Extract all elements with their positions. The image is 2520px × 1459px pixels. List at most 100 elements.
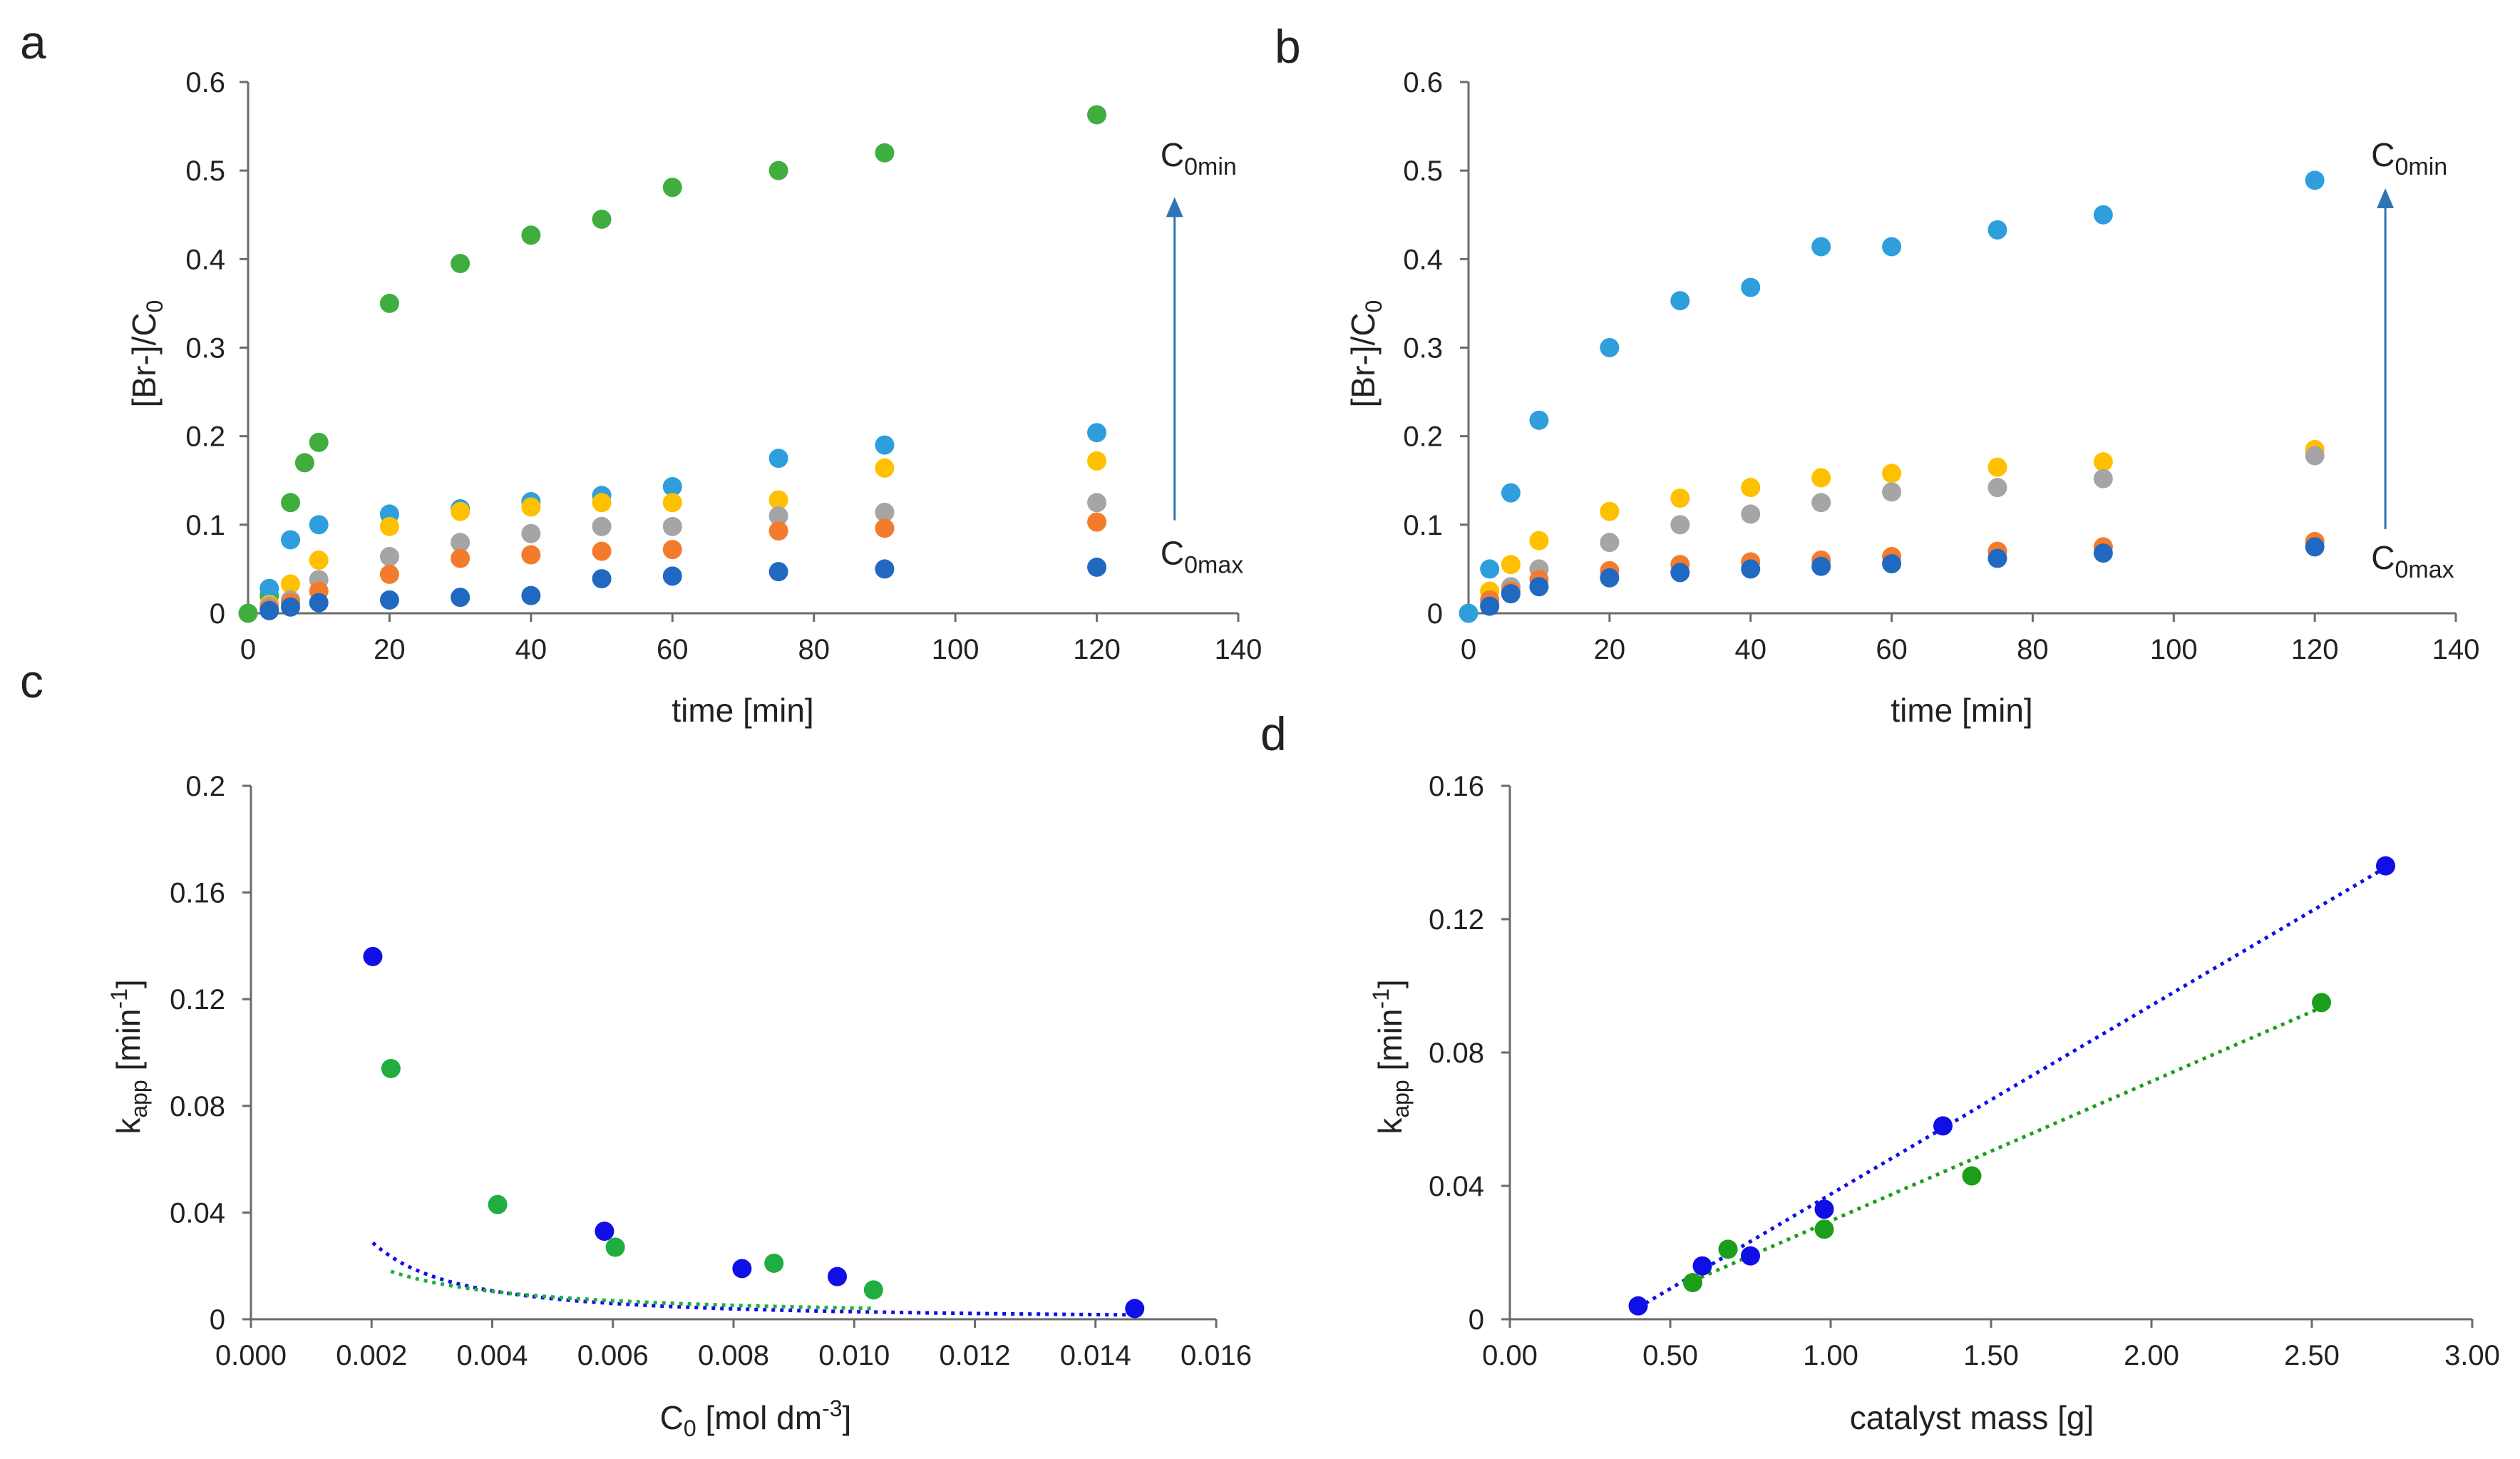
point-light-blue-a xyxy=(768,449,788,469)
point-gray-b xyxy=(1670,515,1690,535)
trendline-blue-d xyxy=(1637,866,2387,1309)
point-green-a xyxy=(662,178,682,198)
point-light-blue-a xyxy=(259,578,279,598)
point-dark-blue-b xyxy=(2093,543,2113,563)
y-tick-label-a: 0.3 xyxy=(185,333,225,364)
point-dark-blue-b xyxy=(1670,563,1690,583)
x-tick-label-a: 40 xyxy=(515,634,547,665)
point-blue-d xyxy=(1933,1116,1953,1136)
x-tick-label-b: 20 xyxy=(1594,634,1626,665)
point-green-d xyxy=(1962,1166,1982,1186)
chart-panel-b: 0 20 40 60 80 100 120 140 0 0.1 0.2 0.3 0.4 0.5 0.6 ti… xyxy=(1344,67,2479,729)
point-gray-a xyxy=(768,506,788,526)
point-dark-blue-b xyxy=(1529,577,1549,597)
data-points-d xyxy=(1628,856,2395,1316)
point-green-c xyxy=(488,1194,508,1214)
point-blue-c xyxy=(828,1266,848,1286)
point-yellow-b xyxy=(1882,464,1902,483)
point-green-a xyxy=(238,603,258,623)
y-tick-label-d: 0.08 xyxy=(1429,1038,1484,1069)
point-green-d xyxy=(1814,1219,1834,1239)
x-axis-title-a: time [min] xyxy=(672,692,813,729)
data-points-a xyxy=(238,105,1107,623)
point-green-a xyxy=(592,209,612,229)
point-orange-a xyxy=(592,541,612,561)
y-tick-label-c: 0.12 xyxy=(170,984,225,1015)
x-tick-label-c: 0.002 xyxy=(336,1340,407,1371)
tick-labels-b: 0 20 40 60 80 100 120 140 0 0.1 0.2 0.3 0.4 0.5 0.6 xyxy=(1403,67,2479,665)
point-green-c xyxy=(863,1280,883,1300)
point-yellow-a xyxy=(281,574,301,594)
y-tick-label-d: 0.12 xyxy=(1429,904,1484,936)
tick-labels-a: 0 20 40 60 80 100 120 140 0 0.1 0.2 0.3 0.4 0.5 0.6 xyxy=(185,67,1262,665)
point-dark-blue-b xyxy=(1987,548,2007,568)
y-tick-label-b: 0.3 xyxy=(1403,333,1443,364)
y-tick-label-b: 0.1 xyxy=(1403,510,1443,541)
point-gray-b xyxy=(1811,493,1831,513)
point-yellow-b xyxy=(1741,478,1761,498)
y-tick-label-a: 0.6 xyxy=(185,67,225,98)
point-green-c xyxy=(381,1058,401,1078)
point-gray-b xyxy=(2305,446,2325,466)
point-dark-blue-a xyxy=(662,566,682,586)
point-light-blue-a xyxy=(1087,423,1107,443)
tick-labels-c: 0.000 0.002 0.004 0.006 0.008 0.010 0.012 0.014… xyxy=(170,771,1252,1371)
point-orange-a xyxy=(521,545,541,565)
point-dark-blue-a xyxy=(521,585,541,605)
x-tick-label-c: 0.016 xyxy=(1181,1340,1252,1371)
y-axis-title-a: [Br-]/C0 xyxy=(125,300,168,408)
point-gray-b xyxy=(2093,469,2113,488)
point-green-a xyxy=(294,453,314,473)
point-light-blue-b xyxy=(1882,237,1902,257)
axes-d xyxy=(1501,784,2474,1328)
point-orange-a xyxy=(1087,512,1107,532)
data-points-c xyxy=(363,946,1145,1319)
point-gray-b xyxy=(1882,482,1902,502)
y-tick-label-c: 0.04 xyxy=(170,1197,225,1229)
top-label-a: C0min xyxy=(1161,136,1237,180)
point-dark-blue-a xyxy=(259,600,279,620)
y-tick-label-c: 0.08 xyxy=(170,1091,225,1122)
point-dark-blue-a xyxy=(592,569,612,589)
point-light-blue-b xyxy=(1670,291,1690,311)
chart-panel-a: 0 20 40 60 80 100 120 140 0 0.1 0.2 0.3 0.4 0.5 0.6 ti… xyxy=(125,67,1262,729)
bottom-label-a: C0max xyxy=(1161,535,1243,579)
chart-panel-c: 0.000 0.002 0.004 0.006 0.008 0.010 0.012 0.014… xyxy=(106,771,1252,1441)
point-dark-blue-b xyxy=(1480,596,1500,616)
y-axis-title-c: kapp [min-1] xyxy=(106,979,152,1134)
trendline-green-d xyxy=(1692,1005,2323,1283)
point-blue-d xyxy=(2376,856,2395,876)
arrow-head-b xyxy=(2377,188,2395,208)
point-blue-c xyxy=(363,946,383,966)
point-light-blue-b xyxy=(1987,220,2007,240)
point-orange-a xyxy=(379,564,399,584)
point-green-a xyxy=(768,160,788,180)
point-yellow-a xyxy=(451,501,470,521)
panel-letter-d: d xyxy=(1260,707,1287,760)
point-gray-a xyxy=(451,533,470,553)
point-gray-a xyxy=(1087,493,1107,513)
x-tick-label-d: 0.50 xyxy=(1642,1340,1698,1371)
point-light-blue-b xyxy=(1501,483,1521,503)
y-tick-label-a: 0 xyxy=(210,598,225,630)
point-green-d xyxy=(1718,1239,1738,1259)
point-blue-d xyxy=(1692,1256,1712,1276)
point-green-a xyxy=(451,254,470,274)
point-orange-a xyxy=(451,548,470,568)
point-light-blue-a xyxy=(662,476,682,496)
x-tick-label-c: 0.012 xyxy=(939,1340,1010,1371)
point-dark-blue-a xyxy=(281,597,301,617)
x-tick-label-a: 20 xyxy=(374,634,406,665)
point-light-blue-b xyxy=(1741,277,1761,297)
y-tick-label-d: 0.16 xyxy=(1429,771,1484,802)
point-blue-d xyxy=(1628,1296,1648,1316)
point-dark-blue-b xyxy=(1741,559,1761,579)
x-tick-label-c: 0.008 xyxy=(698,1340,769,1371)
x-tick-label-a: 140 xyxy=(1215,634,1262,665)
point-blue-c xyxy=(595,1222,614,1242)
trendlines-d xyxy=(1637,866,2387,1309)
point-dark-blue-a xyxy=(309,593,329,613)
point-gray-a xyxy=(521,523,541,543)
point-light-blue-b xyxy=(1480,559,1500,579)
